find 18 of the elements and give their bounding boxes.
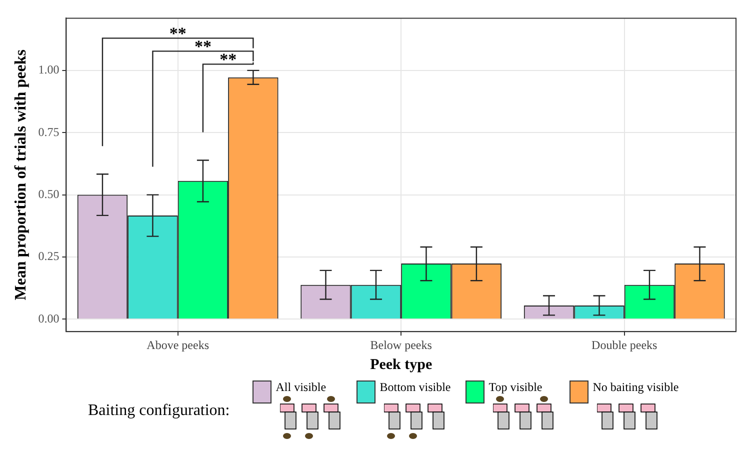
y-tick-label: 1.00 [38, 62, 60, 77]
x-tick-label: Above peeks [146, 338, 210, 352]
annotation: ** [194, 37, 212, 56]
legend-label: Top visible [488, 380, 542, 394]
y-axis-title: Mean proportion of trials with peeks [12, 49, 30, 300]
y-tick-label: 0.00 [38, 311, 60, 326]
y-tick-label: 0.25 [38, 249, 60, 264]
x-tick-label: Below peeks [370, 338, 432, 352]
legend-title: Baiting configuration: [88, 402, 230, 420]
legend-label: Bottom visible [380, 380, 451, 394]
x-tick-label: Double peeks [592, 338, 658, 352]
y-tick-label: 0.50 [38, 186, 60, 201]
annotation: ** [169, 24, 186, 44]
annotation: ** [220, 50, 237, 70]
legend-label: No baiting visible [592, 380, 679, 394]
legend-label: All visible [276, 380, 326, 394]
y-tick-label: 0.75 [38, 124, 60, 139]
x-axis-title: Peek type [370, 356, 432, 373]
